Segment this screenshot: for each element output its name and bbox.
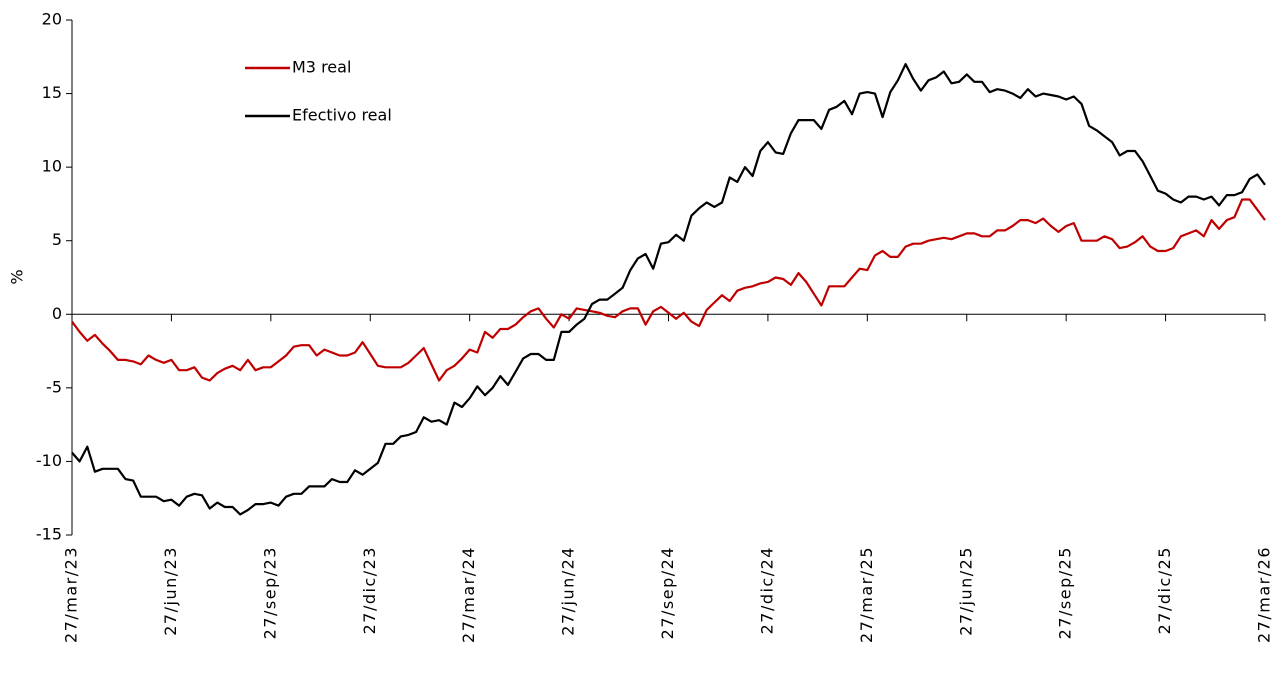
x-tick-label: 27/jun/24: [559, 546, 578, 636]
x-tick-label: 27/mar/24: [459, 546, 478, 643]
y-tick-label: -5: [46, 377, 62, 396]
legend-label: M3 real: [292, 58, 351, 77]
y-tick-label: 15: [42, 83, 62, 102]
y-tick-label: 5: [52, 230, 62, 249]
x-tick-label: 27/dic/25: [1155, 546, 1174, 634]
line-series: [71, 198, 1266, 382]
y-tick-label: 0: [52, 304, 62, 323]
y-tick-label: 10: [42, 157, 62, 176]
x-tick-label: 27/sep/24: [658, 546, 677, 639]
x-tick-label: 27/sep/23: [260, 546, 279, 639]
y-tick-label: 20: [42, 10, 62, 29]
y-axis-label: %: [8, 269, 27, 284]
y-tick-label: -15: [36, 525, 62, 544]
y-tick-label: -10: [36, 451, 62, 470]
x-tick-label: 27/mar/25: [857, 546, 876, 643]
x-tick-label: 27/jun/23: [161, 546, 180, 636]
x-tick-label: 27/dic/23: [360, 546, 379, 634]
x-tick-label: 27/jun/25: [956, 546, 975, 636]
line-series: [71, 62, 1266, 516]
x-tick-label: 27/dic/24: [757, 546, 776, 634]
x-tick-label: 27/mar/26: [1255, 546, 1274, 643]
x-tick-label: 27/mar/23: [62, 546, 81, 643]
legend-label: Efectivo real: [292, 106, 392, 125]
x-tick-label: 27/sep/25: [1056, 546, 1075, 639]
